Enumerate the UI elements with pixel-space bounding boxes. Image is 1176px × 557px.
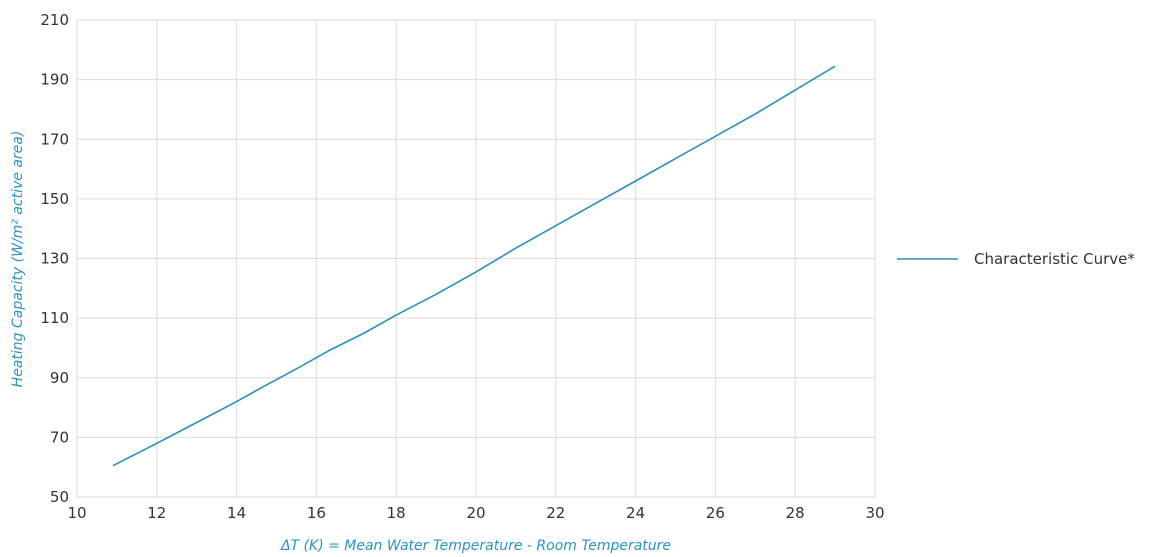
y-axis-label: Heating Capacity (W/m² active area) — [10, 131, 26, 388]
series-lines — [112, 65, 836, 467]
x-tick-label: 16 — [307, 504, 326, 522]
y-tick-label: 150 — [40, 190, 69, 208]
legend-label: Characteristic Curve* — [974, 250, 1135, 268]
y-axis-ticks: 50 70 90 110 130 150 170 190 210 — [40, 11, 69, 506]
y-tick-label: 170 — [40, 130, 69, 148]
y-tick-label: 190 — [40, 71, 69, 89]
series-line — [112, 65, 836, 467]
legend: Characteristic Curve* — [897, 250, 1135, 268]
x-tick-label: 22 — [546, 504, 565, 522]
x-tick-label: 30 — [865, 504, 884, 522]
x-axis-ticks: 10 12 14 16 18 20 22 24 26 28 30 — [67, 504, 884, 522]
x-tick-label: 10 — [67, 504, 86, 522]
x-tick-label: 20 — [466, 504, 485, 522]
x-tick-label: 14 — [227, 504, 246, 522]
x-axis-label: ΔT (K) = Mean Water Temperature - Room T… — [280, 538, 671, 554]
y-tick-label: 50 — [50, 488, 69, 506]
y-tick-label: 90 — [50, 369, 69, 387]
y-tick-label: 110 — [40, 309, 69, 327]
x-tick-label: 12 — [147, 504, 166, 522]
x-tick-label: 28 — [786, 504, 805, 522]
x-tick-label: 26 — [706, 504, 725, 522]
grid — [76, 19, 876, 498]
y-tick-label: 130 — [40, 250, 69, 268]
x-tick-label: 24 — [626, 504, 645, 522]
y-tick-label: 210 — [40, 11, 69, 29]
x-tick-label: 18 — [387, 504, 406, 522]
y-tick-label: 70 — [50, 428, 69, 446]
